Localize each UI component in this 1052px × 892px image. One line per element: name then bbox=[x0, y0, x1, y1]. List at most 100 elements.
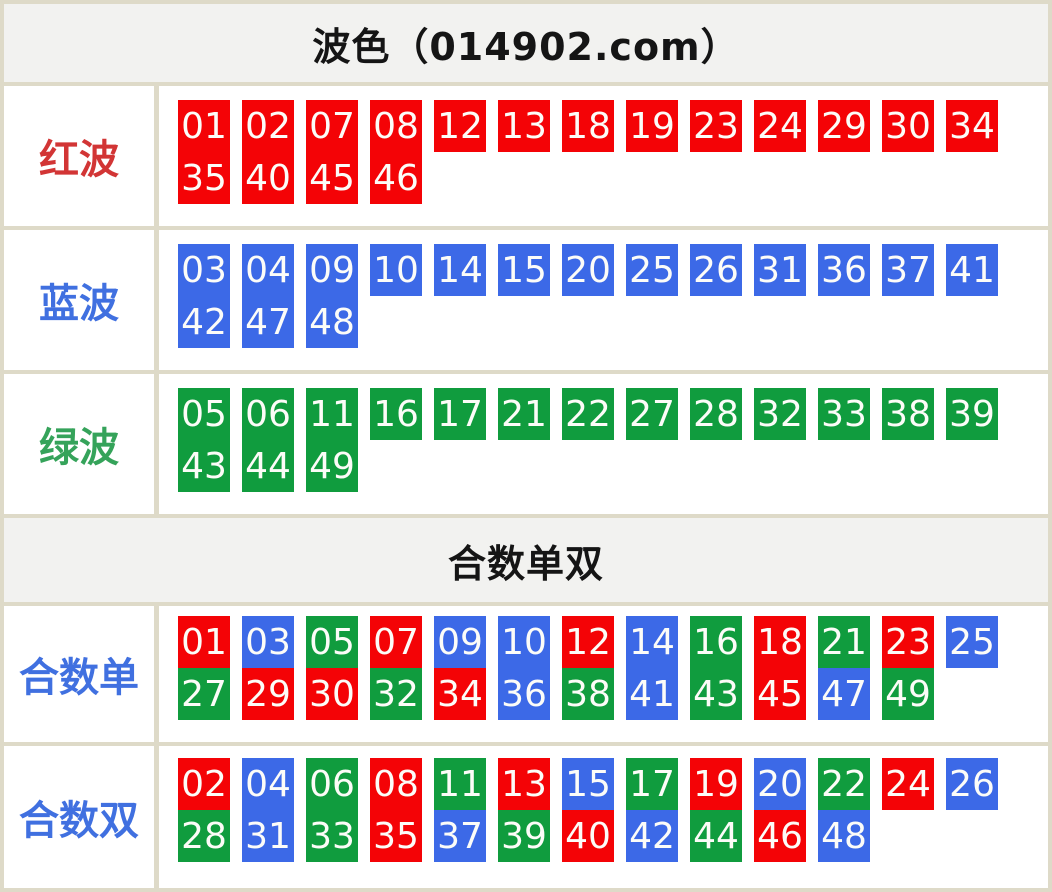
number-tile-24: 24 bbox=[882, 758, 934, 810]
number-tile-01: 01 bbox=[178, 616, 230, 668]
number-tile-26: 26 bbox=[946, 758, 998, 810]
empty-cell bbox=[946, 668, 998, 720]
number-tile-26: 26 bbox=[690, 244, 742, 296]
number-tile-31: 31 bbox=[242, 810, 294, 862]
number-tile-44: 44 bbox=[690, 810, 742, 862]
empty-cell bbox=[754, 296, 806, 348]
number-tile-49: 49 bbox=[882, 668, 934, 720]
empty-cell bbox=[434, 296, 486, 348]
number-tile-30: 30 bbox=[306, 668, 358, 720]
blue-wave-numbers: 03 04 09 10 14 15 20 25 26 31 36 37 41 42 47 48 bbox=[159, 230, 1048, 370]
number-tile-27: 27 bbox=[626, 388, 678, 440]
empty-cell bbox=[946, 296, 998, 348]
number-tile-08: 08 bbox=[370, 758, 422, 810]
sum-even-row: 合数双 02 04 06 08 11 13 15 17 19 20 22 24 26 28 31 33 35 37… bbox=[4, 746, 1048, 888]
number-tile-13: 13 bbox=[498, 100, 550, 152]
empty-cell bbox=[818, 440, 870, 492]
number-tile-35: 35 bbox=[370, 810, 422, 862]
empty-cell bbox=[818, 152, 870, 204]
number-tile-42: 42 bbox=[626, 810, 678, 862]
number-tile-31: 31 bbox=[754, 244, 806, 296]
green-wave-numbers: 05 06 11 16 17 21 22 27 28 32 33 38 39 43 44 49 bbox=[159, 374, 1048, 514]
number-tile-14: 14 bbox=[626, 616, 678, 668]
empty-cell bbox=[818, 296, 870, 348]
number-tile-13: 13 bbox=[498, 758, 550, 810]
number-tile-46: 46 bbox=[370, 152, 422, 204]
number-tile-19: 19 bbox=[626, 100, 678, 152]
empty-cell bbox=[562, 296, 614, 348]
number-tile-02: 02 bbox=[178, 758, 230, 810]
number-tile-33: 33 bbox=[818, 388, 870, 440]
empty-cell bbox=[562, 152, 614, 204]
number-tile-20: 20 bbox=[562, 244, 614, 296]
empty-cell bbox=[754, 440, 806, 492]
empty-cell bbox=[562, 440, 614, 492]
number-tile-41: 41 bbox=[946, 244, 998, 296]
number-tile-18: 18 bbox=[754, 616, 806, 668]
number-tile-48: 48 bbox=[818, 810, 870, 862]
number-tile-22: 22 bbox=[562, 388, 614, 440]
number-tile-35: 35 bbox=[178, 152, 230, 204]
sum-odd-even-title: 合数单双 bbox=[4, 518, 1048, 602]
empty-cell bbox=[626, 440, 678, 492]
number-tile-23: 23 bbox=[690, 100, 742, 152]
number-tile-06: 06 bbox=[242, 388, 294, 440]
number-tile-49: 49 bbox=[306, 440, 358, 492]
number-tile-17: 17 bbox=[626, 758, 678, 810]
number-tile-44: 44 bbox=[242, 440, 294, 492]
wave-row-green: 绿波 05 06 11 16 17 21 22 27 28 32 33 38 39 43 44 49 bbox=[4, 374, 1048, 514]
number-tile-23: 23 bbox=[882, 616, 934, 668]
number-tile-17: 17 bbox=[434, 388, 486, 440]
red-wave-numbers: 01 02 07 08 12 13 18 19 23 24 29 30 34 35 40 45 46 bbox=[159, 86, 1048, 226]
number-tile-21: 21 bbox=[498, 388, 550, 440]
empty-cell bbox=[882, 440, 934, 492]
number-tile-34: 34 bbox=[946, 100, 998, 152]
number-tile-02: 02 bbox=[242, 100, 294, 152]
number-tile-07: 07 bbox=[370, 616, 422, 668]
empty-cell bbox=[370, 296, 422, 348]
empty-cell bbox=[498, 296, 550, 348]
number-tile-42: 42 bbox=[178, 296, 230, 348]
empty-cell bbox=[690, 152, 742, 204]
empty-cell bbox=[498, 440, 550, 492]
sum-even-numbers: 02 04 06 08 11 13 15 17 19 20 22 24 26 28 31 33 35 37 39 40… bbox=[159, 746, 1048, 888]
number-tile-41: 41 bbox=[626, 668, 678, 720]
number-tile-48: 48 bbox=[306, 296, 358, 348]
number-tile-30: 30 bbox=[882, 100, 934, 152]
number-tile-36: 36 bbox=[818, 244, 870, 296]
number-tile-05: 05 bbox=[306, 616, 358, 668]
empty-cell bbox=[882, 152, 934, 204]
wave-row-blue: 蓝波 03 04 09 10 14 15 20 25 26 31 36 37 41 42 47 48 bbox=[4, 230, 1048, 370]
number-tile-06: 06 bbox=[306, 758, 358, 810]
number-tile-36: 36 bbox=[498, 668, 550, 720]
sum-odd-label: 合数单 bbox=[4, 606, 154, 742]
number-tile-09: 09 bbox=[434, 616, 486, 668]
number-tile-47: 47 bbox=[818, 668, 870, 720]
number-tile-29: 29 bbox=[242, 668, 294, 720]
number-tile-12: 12 bbox=[562, 616, 614, 668]
number-tile-19: 19 bbox=[690, 758, 742, 810]
number-tile-40: 40 bbox=[242, 152, 294, 204]
number-tile-34: 34 bbox=[434, 668, 486, 720]
number-tile-37: 37 bbox=[434, 810, 486, 862]
number-tile-18: 18 bbox=[562, 100, 614, 152]
empty-cell bbox=[434, 440, 486, 492]
empty-cell bbox=[946, 810, 998, 862]
number-tile-15: 15 bbox=[562, 758, 614, 810]
empty-cell bbox=[626, 152, 678, 204]
number-tile-32: 32 bbox=[370, 668, 422, 720]
empty-cell bbox=[754, 152, 806, 204]
number-tile-14: 14 bbox=[434, 244, 486, 296]
number-tile-38: 38 bbox=[882, 388, 934, 440]
number-tile-40: 40 bbox=[562, 810, 614, 862]
number-tile-11: 11 bbox=[306, 388, 358, 440]
number-tile-37: 37 bbox=[882, 244, 934, 296]
number-tile-25: 25 bbox=[626, 244, 678, 296]
empty-cell bbox=[434, 152, 486, 204]
number-tile-09: 09 bbox=[306, 244, 358, 296]
number-tile-07: 07 bbox=[306, 100, 358, 152]
number-tile-16: 16 bbox=[690, 616, 742, 668]
number-tile-39: 39 bbox=[946, 388, 998, 440]
empty-cell bbox=[370, 440, 422, 492]
number-tile-32: 32 bbox=[754, 388, 806, 440]
